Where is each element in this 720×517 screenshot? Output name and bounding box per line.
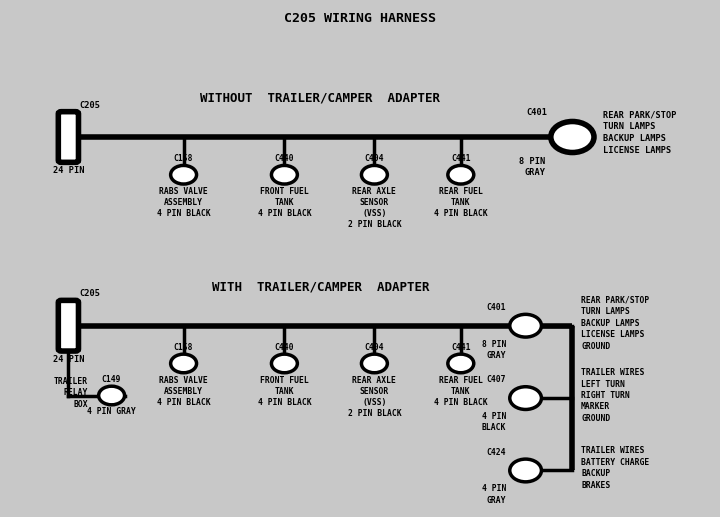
FancyBboxPatch shape xyxy=(58,300,78,351)
Text: C158: C158 xyxy=(174,154,194,163)
Text: RABS VALVE
ASSEMBLY
4 PIN BLACK: RABS VALVE ASSEMBLY 4 PIN BLACK xyxy=(157,187,210,218)
Text: C407: C407 xyxy=(487,375,506,384)
Text: REAR PARK/STOP
TURN LAMPS
BACKUP LAMPS
LICENSE LAMPS: REAR PARK/STOP TURN LAMPS BACKUP LAMPS L… xyxy=(603,111,676,155)
Text: REAR AXLE
SENSOR
(VSS)
2 PIN BLACK: REAR AXLE SENSOR (VSS) 2 PIN BLACK xyxy=(348,376,401,418)
FancyBboxPatch shape xyxy=(58,112,78,162)
Text: C205: C205 xyxy=(79,101,100,110)
Text: 24 PIN: 24 PIN xyxy=(53,355,84,364)
Text: 8 PIN
GRAY: 8 PIN GRAY xyxy=(482,340,506,360)
Text: WITH  TRAILER/CAMPER  ADAPTER: WITH TRAILER/CAMPER ADAPTER xyxy=(212,280,429,294)
Text: C401: C401 xyxy=(526,109,547,117)
Text: WITHOUT  TRAILER/CAMPER  ADAPTER: WITHOUT TRAILER/CAMPER ADAPTER xyxy=(200,92,441,105)
Text: 4 PIN
GRAY: 4 PIN GRAY xyxy=(482,484,506,505)
Circle shape xyxy=(271,354,297,373)
Text: REAR AXLE
SENSOR
(VSS)
2 PIN BLACK: REAR AXLE SENSOR (VSS) 2 PIN BLACK xyxy=(348,187,401,230)
Text: C404: C404 xyxy=(364,343,384,352)
Circle shape xyxy=(551,121,594,153)
Circle shape xyxy=(510,459,541,482)
Text: C205: C205 xyxy=(79,290,100,298)
Circle shape xyxy=(448,354,474,373)
Circle shape xyxy=(361,354,387,373)
Text: REAR FUEL
TANK
4 PIN BLACK: REAR FUEL TANK 4 PIN BLACK xyxy=(434,187,487,218)
Circle shape xyxy=(510,314,541,337)
Text: FRONT FUEL
TANK
4 PIN BLACK: FRONT FUEL TANK 4 PIN BLACK xyxy=(258,187,311,218)
Text: 4 PIN GRAY: 4 PIN GRAY xyxy=(87,407,136,416)
Text: REAR PARK/STOP
TURN LAMPS
BACKUP LAMPS
LICENSE LAMPS
GROUND: REAR PARK/STOP TURN LAMPS BACKUP LAMPS L… xyxy=(581,296,649,351)
Text: C441: C441 xyxy=(451,343,471,352)
Text: 24 PIN: 24 PIN xyxy=(53,166,84,175)
Text: 8 PIN
GRAY: 8 PIN GRAY xyxy=(519,157,545,177)
Circle shape xyxy=(271,165,297,184)
Text: RABS VALVE
ASSEMBLY
4 PIN BLACK: RABS VALVE ASSEMBLY 4 PIN BLACK xyxy=(157,376,210,407)
Text: TRAILER
RELAY
BOX: TRAILER RELAY BOX xyxy=(54,377,88,408)
Text: C205 WIRING HARNESS: C205 WIRING HARNESS xyxy=(284,11,436,25)
Text: C440: C440 xyxy=(274,343,294,352)
Circle shape xyxy=(448,165,474,184)
Text: TRAILER WIRES
LEFT TURN
RIGHT TURN
MARKER
GROUND: TRAILER WIRES LEFT TURN RIGHT TURN MARKE… xyxy=(581,368,644,423)
Text: C424: C424 xyxy=(487,448,506,457)
Text: C401: C401 xyxy=(487,303,506,312)
Text: TRAILER WIRES
BATTERY CHARGE
BACKUP
BRAKES: TRAILER WIRES BATTERY CHARGE BACKUP BRAK… xyxy=(581,446,649,490)
Circle shape xyxy=(510,387,541,409)
Circle shape xyxy=(99,386,125,405)
Text: C149: C149 xyxy=(102,375,122,384)
Text: C158: C158 xyxy=(174,343,194,352)
Circle shape xyxy=(361,165,387,184)
Text: C441: C441 xyxy=(451,154,471,163)
Text: FRONT FUEL
TANK
4 PIN BLACK: FRONT FUEL TANK 4 PIN BLACK xyxy=(258,376,311,407)
Circle shape xyxy=(171,354,197,373)
Text: 4 PIN
BLACK: 4 PIN BLACK xyxy=(482,412,506,432)
Circle shape xyxy=(171,165,197,184)
Text: C404: C404 xyxy=(364,154,384,163)
Text: REAR FUEL
TANK
4 PIN BLACK: REAR FUEL TANK 4 PIN BLACK xyxy=(434,376,487,407)
Text: C440: C440 xyxy=(274,154,294,163)
